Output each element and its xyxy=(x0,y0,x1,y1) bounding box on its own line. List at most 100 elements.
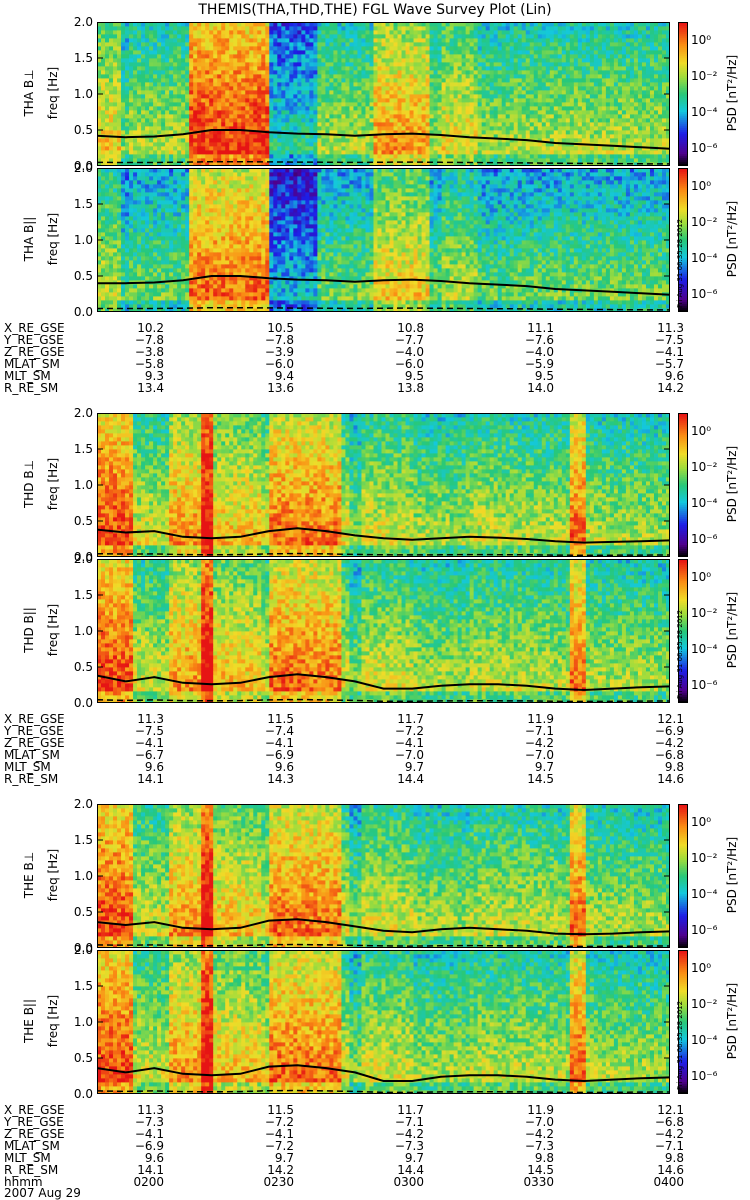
ephemeris-name: MLT_SM xyxy=(4,1152,51,1164)
colorbar-1 xyxy=(678,168,688,312)
y-tick-label: 1.0 xyxy=(53,479,93,491)
ephemeris-value: 11.9 xyxy=(494,1104,554,1116)
y-tick-label: 1.5 xyxy=(53,198,93,210)
ephemeris-value: 9.6 xyxy=(624,370,684,382)
ephemeris-value: 14.1 xyxy=(104,773,164,785)
y-tick-label: 0.0 xyxy=(53,1088,93,1100)
ephemeris-name: MLAT_SM xyxy=(4,358,60,370)
colorbar-tick-label: 10⁻⁴ xyxy=(691,497,717,509)
y-tick-label: 1.0 xyxy=(53,234,93,246)
colorbar-label: PSD [nT²/Hz] xyxy=(725,585,739,675)
colorbar-tick-label: 10⁻⁴ xyxy=(691,252,717,264)
ephemeris-value: −4.1 xyxy=(104,737,164,749)
ephemeris-name: Z_RE_GSE xyxy=(4,346,65,358)
ephemeris-value: 9.5 xyxy=(494,370,554,382)
colorbar-tick-label: 10⁻⁴ xyxy=(691,888,717,900)
ephemeris-value: 14.1 xyxy=(104,1164,164,1176)
ephemeris-value: 9.7 xyxy=(364,761,424,773)
spectrogram-cells xyxy=(97,950,670,1094)
colorbar-tick-label: 10⁻⁶ xyxy=(691,288,717,300)
ephemeris-value: −6.9 xyxy=(624,725,684,737)
spectrogram-3 xyxy=(97,559,670,703)
colorbar-2 xyxy=(678,413,688,557)
ephemeris-value: −5.9 xyxy=(494,358,554,370)
y-tick-label: 2.0 xyxy=(53,162,93,174)
ephemeris-value: −7.0 xyxy=(494,1116,554,1128)
ephemeris-value: 12.1 xyxy=(624,1104,684,1116)
colorbar-label: PSD [nT²/Hz] xyxy=(725,439,739,529)
ephemeris-value: −7.3 xyxy=(104,1116,164,1128)
ephemeris-value: 9.6 xyxy=(234,761,294,773)
ephemeris-value: −7.1 xyxy=(494,725,554,737)
colorbar-tick-label: 10⁰ xyxy=(691,962,711,974)
colorbar-label: PSD [nT²/Hz] xyxy=(725,976,739,1066)
ephemeris-value: −4.2 xyxy=(364,1128,424,1140)
y-tick-label: 1.5 xyxy=(53,834,93,846)
ephemeris-value: 14.6 xyxy=(624,773,684,785)
cyclotron-trace-4 xyxy=(97,918,670,936)
colorbar-tick-label: 10⁻⁶ xyxy=(691,679,717,691)
ephemeris-value: −7.4 xyxy=(234,725,294,737)
y-axis-label: freq [Hz] xyxy=(46,67,60,119)
ephemeris-name: Y_RE_GSE xyxy=(4,334,64,346)
ephemeris-value: −4.1 xyxy=(364,737,424,749)
y-tick-label: 0.5 xyxy=(53,124,93,136)
ephemeris-value: −6.0 xyxy=(234,358,294,370)
dashed-trace-0 xyxy=(97,160,670,165)
ephemeris-value: 14.5 xyxy=(494,1164,554,1176)
y-tick-label: 0.0 xyxy=(53,306,93,318)
colorbar-5 xyxy=(678,950,688,1094)
ephemeris-value: 14.4 xyxy=(364,773,424,785)
timestamp-stamp: Fri Aug 31 06:35:28 2012 xyxy=(676,219,684,308)
colorbar-tick-label: 10⁻² xyxy=(691,461,717,473)
colorbar-tick-label: 10⁻² xyxy=(691,216,717,228)
ephemeris-value: −4.2 xyxy=(494,1128,554,1140)
spectrogram-cells xyxy=(97,559,670,703)
ephemeris-name: Y_RE_GSE xyxy=(4,725,64,737)
ephemeris-value: 14.0 xyxy=(494,382,554,394)
ephemeris-value: 9.8 xyxy=(624,1152,684,1164)
ephemeris-name: X_RE_GSE xyxy=(4,1104,65,1116)
y-tick-label: 2.0 xyxy=(53,553,93,565)
ephemeris-value: 11.7 xyxy=(364,1104,424,1116)
colorbar-tick-label: 10⁻⁴ xyxy=(691,643,717,655)
y-tick-label: 1.0 xyxy=(53,625,93,637)
panel-label: THA B|| xyxy=(22,199,36,279)
ephemeris-value: −7.0 xyxy=(364,749,424,761)
cyclotron-trace-1 xyxy=(97,275,670,296)
ephemeris-value: 13.4 xyxy=(104,382,164,394)
y-tick-label: 0.5 xyxy=(53,1052,93,1064)
ephemeris-value: 11.5 xyxy=(234,1104,294,1116)
colorbar-tick-label: 10⁰ xyxy=(691,816,711,828)
ephemeris-value: −6.9 xyxy=(234,749,294,761)
ephemeris-value: 11.3 xyxy=(104,713,164,725)
cyclotron-trace-5 xyxy=(97,1064,670,1083)
y-tick-label: 0.0 xyxy=(53,160,93,172)
ephemeris-value: 11.9 xyxy=(494,713,554,725)
spectrogram-cells xyxy=(97,413,670,557)
ephemeris-value: 13.6 xyxy=(234,382,294,394)
colorbar-label: PSD [nT²/Hz] xyxy=(725,194,739,284)
spectrogram-cells xyxy=(97,804,670,948)
colorbar-3 xyxy=(678,559,688,703)
ephemeris-name: R_RE_SM xyxy=(4,1164,58,1176)
colorbar-label: PSD [nT²/Hz] xyxy=(725,48,739,138)
ephemeris-value: 9.7 xyxy=(494,761,554,773)
ephemeris-value: 14.3 xyxy=(234,773,294,785)
ephemeris-name: MLT_SM xyxy=(4,761,51,773)
ephemeris-value: −4.0 xyxy=(494,346,554,358)
ephemeris-value: −4.1 xyxy=(234,1128,294,1140)
dashed-trace-3 xyxy=(97,698,670,703)
panel-label: THA B⊥ xyxy=(22,53,36,133)
colorbar-tick-label: 10⁰ xyxy=(691,180,711,192)
ephemeris-value: 10.8 xyxy=(364,322,424,334)
ephemeris-value: 9.5 xyxy=(364,370,424,382)
y-tick-label: 2.0 xyxy=(53,944,93,956)
ephemeris-name: Y_RE_GSE xyxy=(4,1116,64,1128)
ephemeris-value: 0400 xyxy=(624,1176,684,1188)
panel-label: THD B|| xyxy=(22,590,36,670)
y-tick-label: 1.5 xyxy=(53,443,93,455)
dashed-trace-5 xyxy=(97,1089,670,1094)
spectrogram-0 xyxy=(97,22,670,166)
ephemeris-value: −3.8 xyxy=(104,346,164,358)
